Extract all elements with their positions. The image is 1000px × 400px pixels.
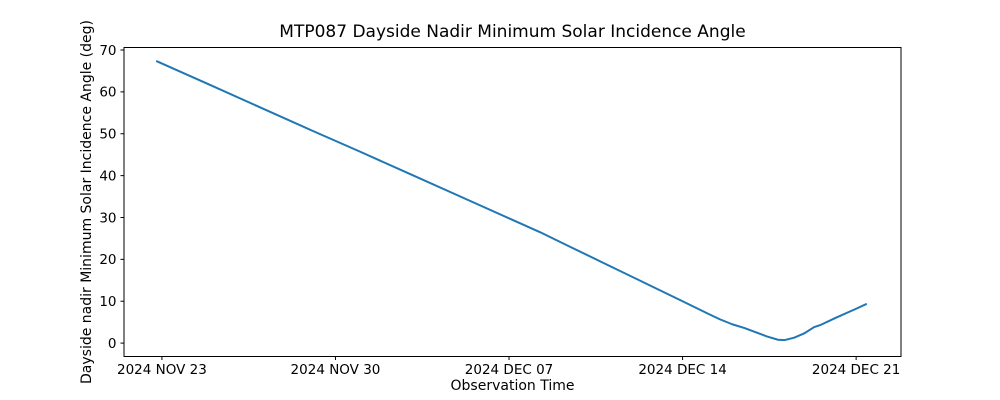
y-tick-label: 70 [99, 43, 116, 59]
y-tick-label: 10 [99, 294, 116, 310]
y-tick-label: 0 [108, 336, 117, 352]
x-axis-label: Observation Time [450, 378, 575, 394]
x-tick-label: 2024 DEC 14 [638, 362, 726, 378]
y-tick-label: 50 [99, 127, 116, 143]
y-tick-label: 20 [99, 252, 116, 268]
axes-spines [123, 47, 902, 357]
data-line [155, 60, 868, 342]
x-tick-label: 2024 DEC 21 [812, 362, 900, 378]
y-tick-label: 60 [99, 85, 116, 101]
x-tick-label: 2024 NOV 23 [117, 362, 207, 378]
chart-title: MTP087 Dayside Nadir Minimum Solar Incid… [279, 22, 746, 42]
x-tick-label: 2024 NOV 30 [291, 362, 381, 378]
y-tick-label: 30 [99, 210, 116, 226]
x-tick-label: 2024 DEC 07 [465, 362, 553, 378]
y-tick-label: 40 [99, 168, 116, 184]
